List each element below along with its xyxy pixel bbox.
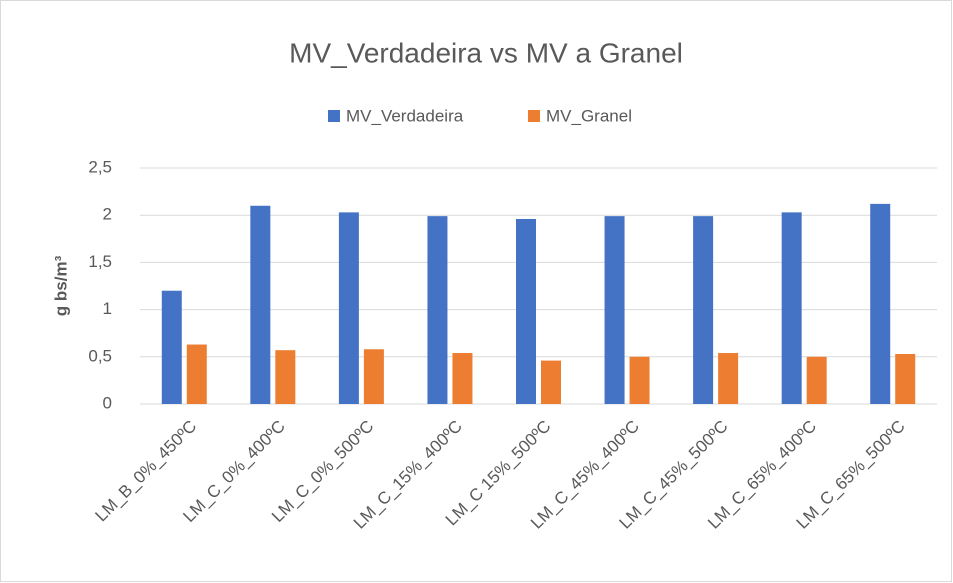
y-tick-label: 0,5 bbox=[88, 346, 112, 365]
bar bbox=[781, 212, 802, 404]
bar bbox=[452, 353, 473, 404]
bar bbox=[161, 290, 182, 404]
bar bbox=[693, 216, 714, 404]
chart-title: MV_Verdadeira vs MV a Granel bbox=[289, 37, 683, 68]
bar bbox=[516, 218, 536, 404]
bar bbox=[806, 356, 827, 404]
bar bbox=[427, 216, 448, 404]
bar bbox=[718, 353, 739, 404]
bar bbox=[541, 360, 561, 404]
legend-label: MV_Verdadeira bbox=[346, 106, 464, 125]
bar bbox=[250, 205, 271, 404]
y-tick-label: 1,5 bbox=[88, 252, 112, 271]
y-tick-label: 1 bbox=[103, 299, 112, 318]
bar bbox=[338, 212, 359, 404]
legend-label: MV_Granel bbox=[546, 106, 632, 125]
bar bbox=[186, 344, 207, 404]
y-axis-label: g bs/m³ bbox=[51, 255, 70, 316]
y-tick-label: 2,5 bbox=[88, 157, 112, 176]
bar bbox=[275, 350, 296, 404]
legend-swatch bbox=[328, 110, 340, 122]
bar bbox=[363, 349, 384, 404]
y-tick-label: 0 bbox=[103, 393, 112, 412]
y-tick-label: 2 bbox=[103, 205, 112, 224]
bar bbox=[870, 203, 891, 404]
bar bbox=[629, 356, 650, 404]
bar bbox=[604, 216, 625, 404]
legend-swatch bbox=[528, 110, 540, 122]
bar bbox=[895, 353, 916, 404]
